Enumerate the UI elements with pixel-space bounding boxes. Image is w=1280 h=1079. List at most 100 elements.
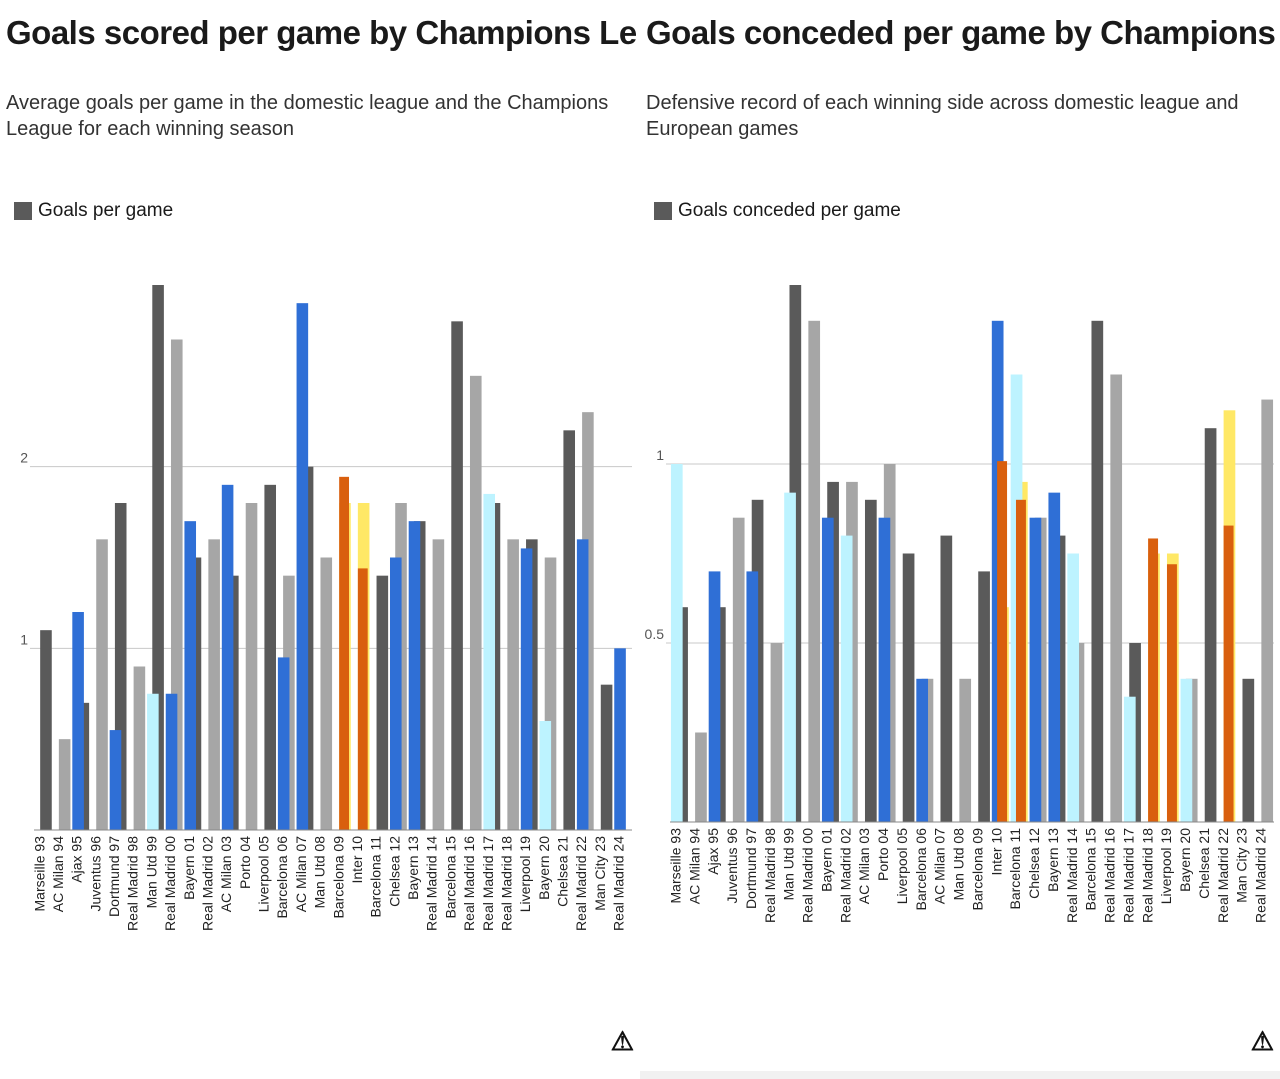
- x-tick-label: Real Madrid 18: [1139, 828, 1155, 923]
- x-tick-label: Barcelona 09: [330, 836, 346, 919]
- x-tick-label: Man Utd 08: [312, 836, 328, 909]
- bar-total: [320, 557, 333, 830]
- bar-highlight: [1166, 564, 1177, 822]
- bar-highlight: [1015, 499, 1026, 822]
- bar-total: [902, 553, 915, 822]
- bar-total: [563, 430, 576, 830]
- bar-league: [483, 493, 496, 830]
- publisher-logo-icon: ⚠: [1250, 1026, 1274, 1056]
- x-tick-label: Man Utd 08: [951, 828, 967, 901]
- x-tick-label: Real Madrid 02: [837, 828, 853, 923]
- x-tick-label: Real Madrid 24: [611, 836, 627, 931]
- bar-league: [184, 521, 197, 830]
- bar-total: [208, 539, 220, 830]
- bar-total: [96, 539, 108, 830]
- x-tick-label: Marseille 93: [31, 836, 47, 912]
- bar-league: [389, 557, 402, 830]
- x-tick-label: Dortmund 97: [743, 828, 759, 909]
- legend: Goals per game: [14, 200, 173, 222]
- x-tick-label: Real Madrid 17: [1120, 828, 1136, 923]
- legend-swatch: [654, 202, 672, 220]
- x-tick-label: Real Madrid 22: [1215, 828, 1231, 923]
- x-tick-label: Ajax 95: [705, 828, 721, 875]
- bar-total: [1204, 428, 1217, 822]
- x-tick-label: Barcelona 11: [368, 836, 384, 918]
- bar-total: [1110, 374, 1123, 822]
- chart-panel-left: Goals scored per game by Champions Leagu…: [6, 14, 636, 1056]
- x-tick-label: Chelsea 12: [1026, 828, 1042, 899]
- bar-league: [539, 721, 552, 830]
- x-tick-label: Bayern 13: [1045, 828, 1061, 892]
- x-tick-label: Chelsea 21: [555, 836, 571, 907]
- x-tick-label: Dortmund 97: [106, 836, 122, 917]
- x-tick-label: Bayern 20: [536, 836, 552, 900]
- x-tick-label: Real Madrid 16: [461, 836, 477, 931]
- footer-bar: [640, 1071, 1280, 1079]
- x-tick-label: Man Utd 99: [781, 828, 797, 901]
- bar-total: [732, 517, 745, 822]
- x-tick-label: Liverpool 19: [1158, 828, 1174, 904]
- chart-subtitle: Defensive record of each winning side ac…: [646, 92, 1239, 140]
- x-tick-label: AC Milan 07: [932, 828, 948, 904]
- bar-league: [296, 303, 309, 831]
- bar-league: [670, 464, 683, 822]
- bar-total: [978, 571, 990, 822]
- bar-total: [376, 575, 389, 830]
- bar-highlight: [1148, 538, 1159, 822]
- x-tick-label: Bayern 20: [1177, 828, 1193, 892]
- x-tick-label: Real Madrid 16: [1102, 828, 1118, 923]
- chart-subtitle: Average goals per game in the domestic l…: [6, 92, 609, 140]
- bar-chart: 0.5 1 Marseille 93 AC Milan 94 Ajax 95 Juvent…: [645, 285, 1274, 923]
- bar-total: [507, 539, 519, 830]
- x-tick-label: AC Milan 07: [293, 836, 309, 912]
- bar-total: [1242, 678, 1255, 822]
- x-tick-label: Barcelona 06: [913, 828, 929, 911]
- x-tick-label: Porto 04: [875, 828, 891, 881]
- bar-total: [940, 535, 953, 822]
- bar-league: [109, 730, 122, 830]
- x-tick-label: Real Madrid 17: [480, 836, 496, 931]
- bar-league: [840, 535, 853, 822]
- x-tick-label: Bayern 01: [818, 828, 834, 892]
- bar-league: [221, 484, 234, 830]
- x-tick-label: Ajax 95: [69, 836, 85, 883]
- bar-total: [133, 666, 146, 830]
- bar-total: [1261, 399, 1274, 822]
- bar-total: [58, 739, 71, 830]
- bar-league: [784, 492, 796, 822]
- bar-total: [114, 503, 127, 830]
- bar-league: [878, 517, 891, 822]
- y-tick-label: 2: [20, 450, 28, 466]
- x-tick-label: Barcelona 15: [1083, 828, 1099, 911]
- x-tick-label: Juventus 96: [724, 828, 740, 904]
- x-tick-label: Juventus 96: [87, 836, 103, 912]
- bar-league: [916, 678, 929, 822]
- x-tick-label: Real Madrid 22: [573, 836, 589, 931]
- x-tick-label: Barcelona 15: [442, 836, 458, 919]
- bar-league: [277, 657, 290, 830]
- legend: Goals conceded per game: [654, 200, 901, 222]
- bar-league: [1123, 696, 1136, 822]
- x-tick-label: Real Madrid 18: [498, 836, 514, 931]
- x-tick-label: Barcelona 11: [1007, 828, 1023, 910]
- x-tick-label: AC Milan 03: [218, 836, 234, 912]
- x-tick-label: Real Madrid 98: [762, 828, 778, 923]
- bar-total: [432, 539, 445, 830]
- x-tick-label: AC Milan 94: [686, 828, 702, 904]
- x-tick-label: Real Madrid 24: [1253, 828, 1269, 923]
- bar-total: [245, 503, 258, 830]
- x-tick-label: Real Madrid 98: [125, 836, 141, 931]
- bar-total: [770, 643, 783, 822]
- x-tick-label: Bayern 01: [181, 836, 197, 900]
- bar-chart: 1 2 Marseille 93 AC Milan 94 Ajax 95 Juventus…: [20, 285, 632, 931]
- bar-league: [520, 548, 533, 830]
- bar-league: [1067, 553, 1080, 822]
- bar-total: [808, 320, 821, 822]
- chart-panel-right: Goals conceded per game by Champions Lea…: [640, 0, 1280, 1079]
- bar-total: [544, 557, 557, 830]
- bar-league: [708, 571, 721, 822]
- legend-label: Goals per game: [38, 200, 174, 221]
- x-tick-label: Man City 23: [1234, 828, 1250, 903]
- bar-total: [864, 499, 877, 822]
- bar-league: [165, 693, 178, 830]
